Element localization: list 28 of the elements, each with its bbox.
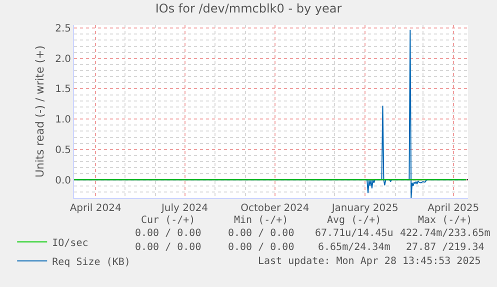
y-tick-label: 0.0 [55,175,71,186]
x-tick-label: April 2025 [428,203,480,214]
text: Avg (-/+) [327,215,382,226]
text: 422.74m/233.65m [400,228,490,239]
y-tick-label: 0.5 [55,144,71,156]
legend-label: Req Size (KB) [52,256,130,268]
text: Max (-/+) [418,215,472,226]
text: 0.00 / 0.00 [135,242,202,253]
y-tick-label: 1.5 [55,84,71,96]
y-tick-label: 1.0 [55,114,71,126]
text: Min (-/+) [234,215,288,226]
text: 0.00 / 0.00 [135,228,202,239]
x-tick-label: January 2025 [330,203,398,214]
text: Last update: Mon Apr 28 13:45:53 2025 [258,256,481,267]
x-tick-label: July 2024 [160,203,208,214]
y-axis-title: Units read (-) / write (+) [34,45,47,178]
text: 27.87 /219.34 [406,242,484,253]
legend-label: IO/sec [52,238,88,249]
text: 6.65m/24.34m [318,242,390,253]
text: Cur (-/+) [141,215,196,226]
x-tick-label: April 2024 [70,203,122,214]
text: 0.00 / 0.00 [228,228,294,239]
chart-title: IOs for /dev/mmcblk0 - by year [155,1,342,16]
y-tick-label: 2.0 [55,54,71,65]
text: 0.00 / 0.00 [228,242,294,253]
y-tick-label: 2.5 [55,24,71,35]
x-tick-label: October 2024 [240,203,310,214]
text: 67.71u/14.45u [315,228,394,239]
